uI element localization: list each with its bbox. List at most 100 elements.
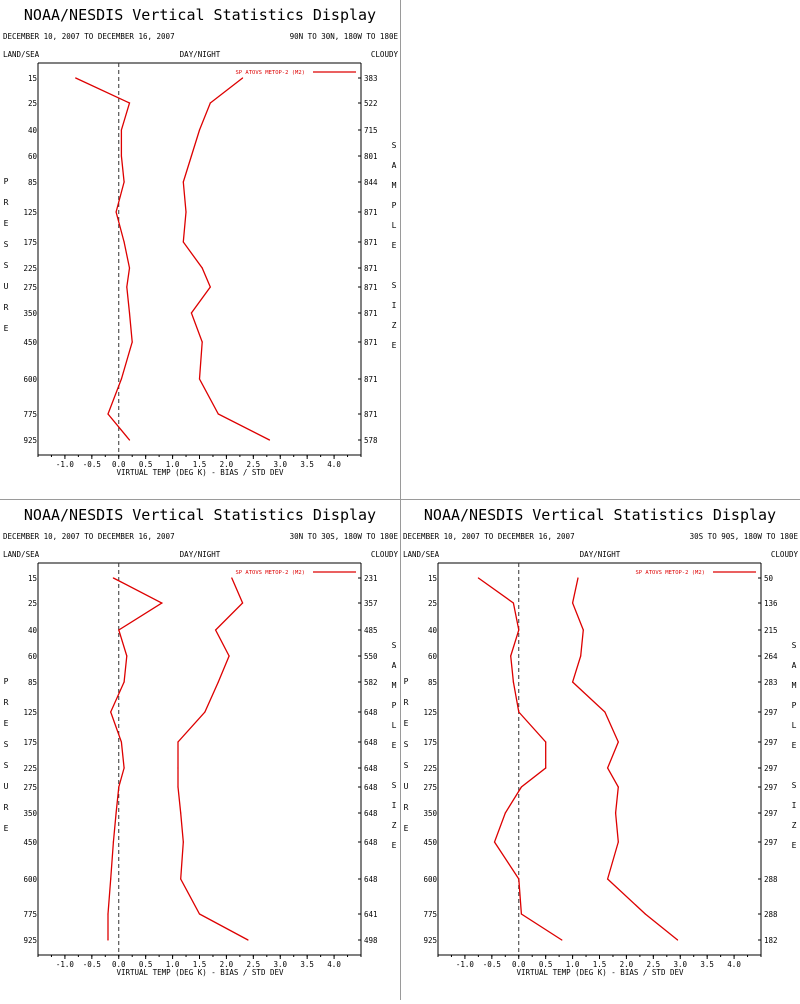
header-day-night: DAY/NIGHT [180,50,221,59]
x-tick-label: 2.5 [247,960,261,969]
sample-size-label: 648 [364,783,378,792]
std-dev-point [182,841,184,843]
pressure-level-label: 350 [423,809,437,818]
sample-size-label: 871 [364,238,378,247]
bias-point [512,681,514,683]
bias-point [545,767,547,769]
std-dev-profile-line [177,577,249,941]
horizontal-divider [0,499,800,500]
bias-point [512,602,514,604]
bias-point [110,878,112,880]
std-dev-point [215,629,217,631]
sample-size-label: 136 [764,599,778,608]
pressure-level-label: 275 [23,783,37,792]
empty-panel [400,0,800,500]
sample-size-axis-letter: A [392,161,397,170]
pressure-level-label: 600 [23,875,37,884]
panel-title: NOAA/NESDIS Vertical Statistics Display [24,506,376,524]
std-dev-point [676,939,679,941]
x-tick-label: 3.0 [273,960,287,969]
x-tick-label: 0.5 [139,960,153,969]
pressure-level-label: 25 [428,599,437,608]
bias-point [107,413,109,415]
vertical-divider [400,0,401,1000]
sample-size-axis-letter: S [792,781,797,790]
sample-size-axis-letter: A [392,661,397,670]
std-dev-point [571,681,574,683]
pressure-axis-letter: E [404,824,409,833]
pressure-level-label: 175 [23,238,37,247]
header-cloudy: CLOUDY [371,50,399,59]
std-dev-point [209,102,211,104]
sample-size-label: 871 [364,283,378,292]
bias-point [120,741,123,743]
header-day-night: DAY/NIGHT [580,550,621,559]
x-tick-label: 1.0 [166,460,180,469]
std-dev-point [617,741,619,743]
x-tick-label: -0.5 [83,960,101,969]
x-tick-label: 4.0 [727,960,741,969]
pressure-level-label: 450 [23,338,37,347]
x-tick-label: 1.5 [593,960,607,969]
sample-size-label: 297 [764,708,778,717]
pressure-level-label: 450 [23,838,37,847]
x-tick-label: 1.0 [166,960,180,969]
bias-point [115,211,117,213]
bias-point [520,786,523,788]
std-dev-point [182,241,184,243]
pressure-level-label: 450 [423,838,437,847]
x-tick-label: 0.0 [512,960,526,969]
sample-size-axis-letter: Z [392,821,397,830]
bias-point [120,378,123,380]
pressure-axis-letter: R [4,698,9,707]
bias-point [118,786,120,788]
pressure-axis-letter: U [4,782,9,791]
sample-size-axis-letter: P [792,701,797,710]
x-tick-label: -1.0 [456,960,475,969]
pressure-axis-letter: S [4,261,9,270]
std-dev-point [190,312,193,314]
sample-size-label: 844 [364,178,378,187]
std-dev-point [617,841,619,843]
bias-point [518,878,520,880]
x-tick-label: 3.5 [300,460,314,469]
pressure-level-label: 600 [423,875,437,884]
bias-point [75,77,77,79]
sample-size-label: 485 [364,626,378,635]
sample-size-label: 578 [364,436,378,445]
bias-point [123,181,125,183]
pressure-level-label: 925 [23,936,37,945]
pressure-level-label: 175 [423,738,437,747]
pressure-axis-letter: R [4,803,9,812]
bias-point [107,913,109,915]
x-tick-label: 1.5 [193,960,207,969]
sample-size-axis-letter: Z [792,821,797,830]
pressure-axis-letter: R [404,698,409,707]
std-dev-point [268,439,271,441]
sample-size-label: 871 [364,309,378,318]
bias-point [128,267,131,269]
bias-point [115,812,117,814]
bias-point [128,312,131,314]
panel-title: NOAA/NESDIS Vertical Statistics Display [424,506,776,524]
std-dev-point [177,767,179,769]
bias-point [131,341,133,343]
pressure-level-label: 350 [23,809,37,818]
std-dev-point [177,786,179,788]
bias-profile-line [75,77,133,441]
std-dev-point [198,913,201,915]
sample-size-label: 871 [364,410,378,419]
pressure-level-label: 125 [423,708,437,717]
chart-panel-north: NOAA/NESDIS Vertical Statistics Display D… [0,0,400,500]
sample-size-label: 582 [364,678,378,687]
std-dev-point [582,629,584,631]
sample-size-label: 648 [364,764,378,773]
bias-point [123,241,125,243]
pressure-level-label: 25 [28,99,37,108]
header-cloudy: CLOUDY [771,550,799,559]
bias-point [561,939,563,941]
x-tick-label: 2.0 [220,460,234,469]
sample-size-label: 871 [364,264,378,273]
sample-size-label: 871 [364,208,378,217]
pressure-level-label: 40 [28,626,38,635]
